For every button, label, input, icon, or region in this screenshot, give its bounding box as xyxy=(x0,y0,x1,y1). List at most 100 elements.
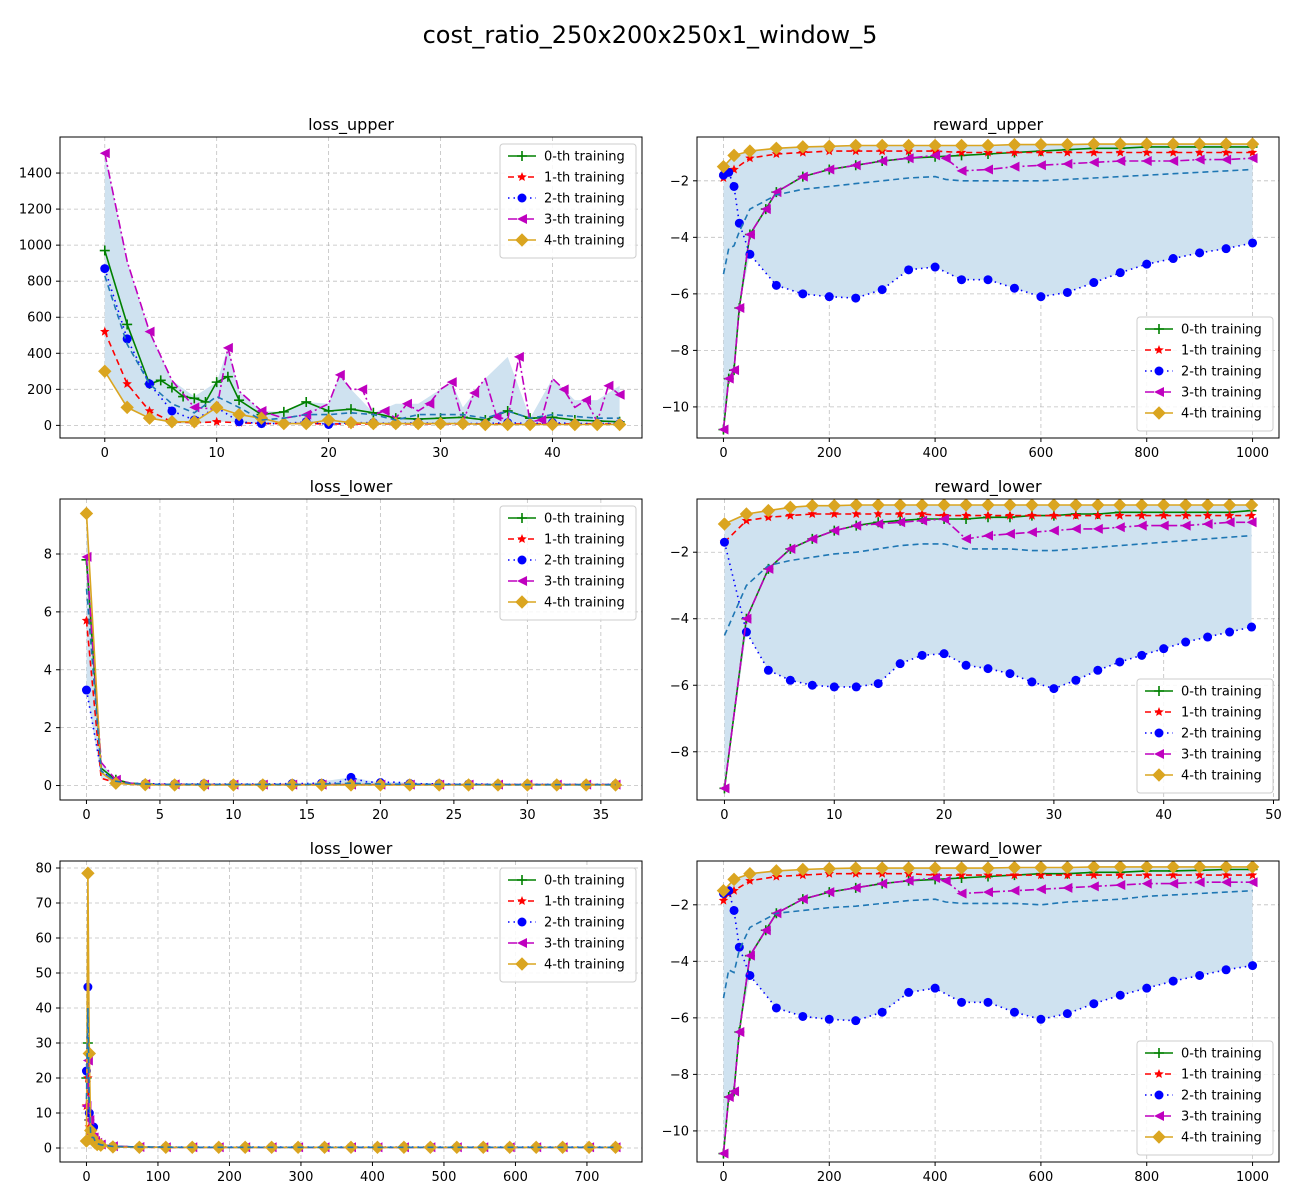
series-0-marker xyxy=(211,377,222,388)
series-2-marker xyxy=(798,1011,808,1021)
y-tick-label: 1400 xyxy=(19,167,52,182)
x-tick-label: 1000 xyxy=(1236,1170,1269,1185)
series-4-marker xyxy=(197,778,211,792)
series-3-marker xyxy=(357,384,368,395)
x-tick-label: 700 xyxy=(575,1170,600,1185)
legend-swatch-marker xyxy=(1154,1069,1164,1078)
legend-swatch-marker xyxy=(517,513,527,523)
legend-label: 2-th training xyxy=(1181,365,1262,380)
series-3-marker xyxy=(1035,160,1046,171)
series-3-marker xyxy=(1221,154,1232,165)
legend-label: 4-th training xyxy=(1181,769,1262,784)
x-tick-label: 400 xyxy=(360,1170,385,1185)
series-3-marker xyxy=(917,515,928,526)
series-4-marker xyxy=(142,411,157,425)
series-4-group xyxy=(717,499,1259,531)
series-3-marker xyxy=(334,369,345,380)
series-4-marker xyxy=(954,138,969,153)
legend-swatch-marker xyxy=(1154,707,1164,716)
series-3-marker xyxy=(446,377,457,388)
series-3-marker xyxy=(222,342,233,353)
subplot-6: 0 200 400 600 800 1000 −10 −8 −6 −4 −2 reward_lower… xyxy=(662,839,1280,1185)
series-2-group xyxy=(718,886,1258,1026)
series-4-marker xyxy=(805,499,820,513)
x-tick-label: 0 xyxy=(101,446,109,461)
series-2-marker xyxy=(904,987,914,997)
x-tick-label: 0 xyxy=(82,808,90,823)
subplot-title: reward_lower xyxy=(934,477,1042,497)
series-3-marker xyxy=(850,882,861,893)
series-4-marker xyxy=(433,416,448,431)
series-4-marker xyxy=(769,864,784,878)
series-3-marker xyxy=(877,156,888,167)
series-4-marker xyxy=(739,507,754,521)
series-3-marker xyxy=(824,164,835,175)
series-4-marker xyxy=(769,141,784,156)
series-3-marker xyxy=(379,405,390,416)
series-4-marker xyxy=(871,499,885,512)
series-2-marker xyxy=(741,627,751,637)
legend-label: 1-th training xyxy=(1181,706,1262,721)
series-2-marker xyxy=(1159,644,1169,654)
series-3-marker xyxy=(581,395,592,406)
y-tick-label: 1000 xyxy=(19,239,52,254)
series-2-marker xyxy=(1248,238,1258,248)
series-1-marker xyxy=(1005,510,1015,520)
legend-label: 3-th training xyxy=(1181,386,1262,401)
axes-frame xyxy=(59,136,643,439)
series-4-marker xyxy=(120,400,134,415)
legend-swatch-marker xyxy=(1154,324,1164,334)
series-3-marker xyxy=(729,365,740,376)
series-3-marker xyxy=(144,326,155,337)
confidence-band xyxy=(724,505,1252,789)
series-3-marker xyxy=(850,160,861,171)
series-4-marker xyxy=(529,1140,543,1155)
legend-box xyxy=(1136,678,1274,794)
series-2-marker xyxy=(1168,976,1178,986)
y-tick-label: 800 xyxy=(27,275,52,290)
legend-swatch-marker xyxy=(1154,1048,1164,1058)
legend-label: 2-th training xyxy=(544,192,625,207)
series-4-marker xyxy=(1069,499,1083,512)
series-0-marker xyxy=(189,393,200,404)
series-4-marker xyxy=(893,499,907,512)
series-1-marker xyxy=(1009,147,1020,157)
series-3-marker xyxy=(940,153,951,164)
figure-title: cost_ratio_250x200x250x1_window_5 xyxy=(423,21,878,49)
series-3-marker xyxy=(1026,527,1037,538)
series-2-marker xyxy=(771,280,781,290)
series-4-marker xyxy=(875,861,889,875)
legend-label: 1-th training xyxy=(1181,1068,1262,1083)
series-3-line xyxy=(722,877,1253,1154)
series-3-marker xyxy=(1224,517,1235,528)
legend-swatch-marker xyxy=(517,214,527,224)
series-1-marker xyxy=(1247,870,1258,880)
series-4-marker xyxy=(321,413,336,427)
series-2-marker xyxy=(1115,268,1125,278)
series-4-marker xyxy=(238,1140,252,1155)
series-4-marker xyxy=(1244,499,1259,512)
series-4-marker xyxy=(209,400,224,415)
series-4-marker xyxy=(849,861,863,875)
series-1-marker xyxy=(961,510,971,520)
axes-frame xyxy=(59,498,643,801)
series-1-marker xyxy=(1089,870,1099,880)
legend-label: 0-th training xyxy=(544,150,625,165)
series-3-marker xyxy=(1168,878,1179,889)
y-tick-label: −2 xyxy=(670,898,689,913)
series-3-marker xyxy=(983,530,993,541)
series-3-marker xyxy=(1048,525,1059,536)
x-tick-label: 10 xyxy=(208,446,225,461)
mean-line xyxy=(104,275,620,421)
series-1-marker xyxy=(81,615,92,625)
series-2-marker xyxy=(719,537,729,547)
series-4-marker xyxy=(568,417,582,432)
series-4-marker xyxy=(937,499,951,512)
series-1-marker xyxy=(1036,147,1046,157)
legend-swatch-marker xyxy=(517,555,527,565)
legend-swatch-marker xyxy=(515,595,529,609)
series-1-marker xyxy=(1115,510,1125,520)
series-4-marker xyxy=(317,1140,332,1155)
x-tick-label: 30 xyxy=(1046,808,1063,823)
x-tick-label: 30 xyxy=(432,446,449,461)
